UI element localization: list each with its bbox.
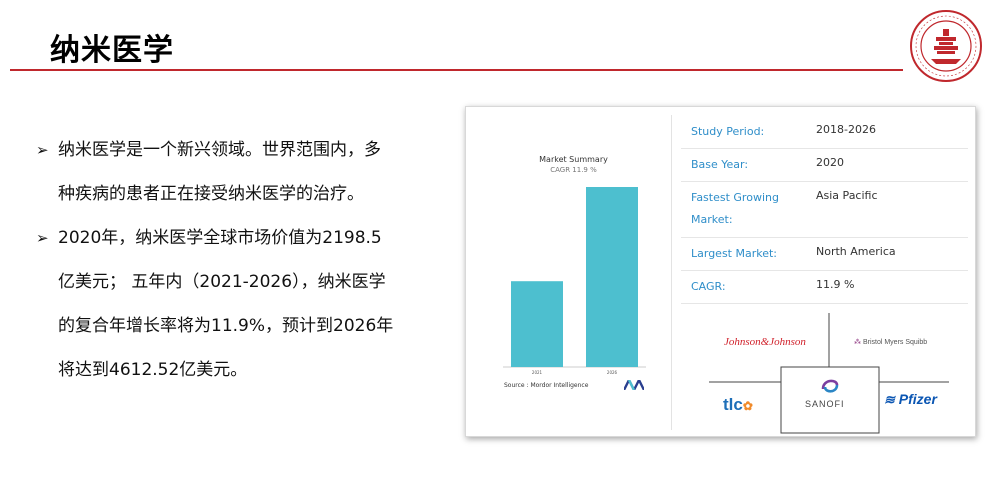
info-row-cagr: CAGR: 11.9 %: [681, 271, 968, 304]
chart-source: Source : Mordor Intelligence: [504, 382, 589, 389]
info-value: 2020: [816, 156, 844, 169]
key-players-lines: [709, 313, 949, 434]
mordor-intelligence-logo: [624, 380, 644, 390]
info-value: 11.9 %: [816, 278, 855, 291]
tlc-logo: tlc✿: [723, 395, 753, 415]
sanofi-label: SANOFI: [805, 399, 845, 409]
info-label: Study Period:: [691, 125, 765, 138]
bullet-line: 纳米医学是一个新兴领域。世界范围内，多: [58, 140, 381, 160]
pfizer-label: Pfizer: [898, 391, 937, 407]
bullet-line: 的复合年增长率将为11.9%，预计到2026年: [58, 316, 394, 336]
info-label: Base Year:: [691, 158, 749, 171]
market-info-table: Study Period: 2018-2026 Base Year: 2020 …: [681, 115, 968, 304]
info-value: Asia Pacific: [816, 189, 878, 202]
bullet-line: 2020年，纳米医学全球市场价值为2198.5: [58, 228, 382, 248]
title-underline: [10, 69, 903, 71]
bullet-line: 种疾病的患者正在接受纳米医学的治疗。: [58, 184, 364, 204]
info-row-largest-market: Largest Market: North America: [681, 238, 968, 271]
bullet-arrow-icon: ➢: [36, 229, 49, 247]
bullet-list: ➢ 纳米医学是一个新兴领域。世界范围内，多 种疾病的患者正在接受纳米医学的治疗。…: [36, 128, 466, 392]
market-bar-chart: 2021 2026: [503, 187, 646, 375]
x-tick-label: 2026: [607, 370, 618, 375]
tlc-label: tlc: [723, 395, 743, 414]
info-value: North America: [816, 245, 896, 258]
bullet-arrow-icon: ➢: [36, 141, 49, 159]
bullet-item: ➢ 2020年，纳米医学全球市场价值为2198.5 亿美元； 五年内（2021-…: [36, 216, 466, 392]
info-row-base-year: Base Year: 2020: [681, 149, 968, 182]
tlc-mark-icon: ✿: [742, 399, 753, 413]
university-seal-logo: [910, 10, 982, 82]
johnson-and-johnson-logo: Johnson&Johnson: [724, 336, 806, 348]
bms-label: Bristol Myers Squibb: [862, 339, 928, 346]
key-players-grid: Johnson&Johnson ⁂ Bristol Myers Squibb t…: [684, 307, 974, 435]
x-tick-label: 2021: [532, 370, 543, 375]
bristol-myers-squibb-logo: ⁂ Bristol Myers Squibb: [854, 338, 927, 346]
chart-title: Market Summary: [539, 155, 608, 164]
bar-2021: [511, 281, 563, 367]
bullet-line: 亿美元； 五年内（2021-2026），纳米医学: [58, 272, 386, 292]
market-summary-card: Market Summary CAGR 11.9 % 2021 2026 Sour…: [465, 106, 976, 437]
info-label: CAGR:: [691, 280, 726, 293]
pfizer-mark-icon: ≋: [884, 392, 895, 407]
card-divider: [671, 115, 672, 430]
info-label: Largest Market:: [691, 247, 778, 260]
sanofi-mark-icon: [821, 379, 839, 393]
info-value: 2018-2026: [816, 123, 876, 136]
bms-mark-icon: ⁂: [854, 339, 861, 346]
info-row-fastest-growing: Fastest Growing Market: Asia Pacific: [681, 182, 968, 238]
bullet-item: ➢ 纳米医学是一个新兴领域。世界范围内，多 种疾病的患者正在接受纳米医学的治疗。: [36, 128, 466, 216]
bar-2026: [586, 187, 638, 367]
pfizer-logo: ≋ Pfizer: [884, 391, 937, 408]
bullet-line: 将达到4612.52亿美元。: [58, 360, 248, 380]
chart-subtitle: CAGR 11.9 %: [550, 166, 597, 174]
info-row-study-period: Study Period: 2018-2026: [681, 115, 968, 149]
slide-title: 纳米医学: [50, 33, 174, 68]
info-label: Fastest Growing Market:: [691, 191, 779, 226]
